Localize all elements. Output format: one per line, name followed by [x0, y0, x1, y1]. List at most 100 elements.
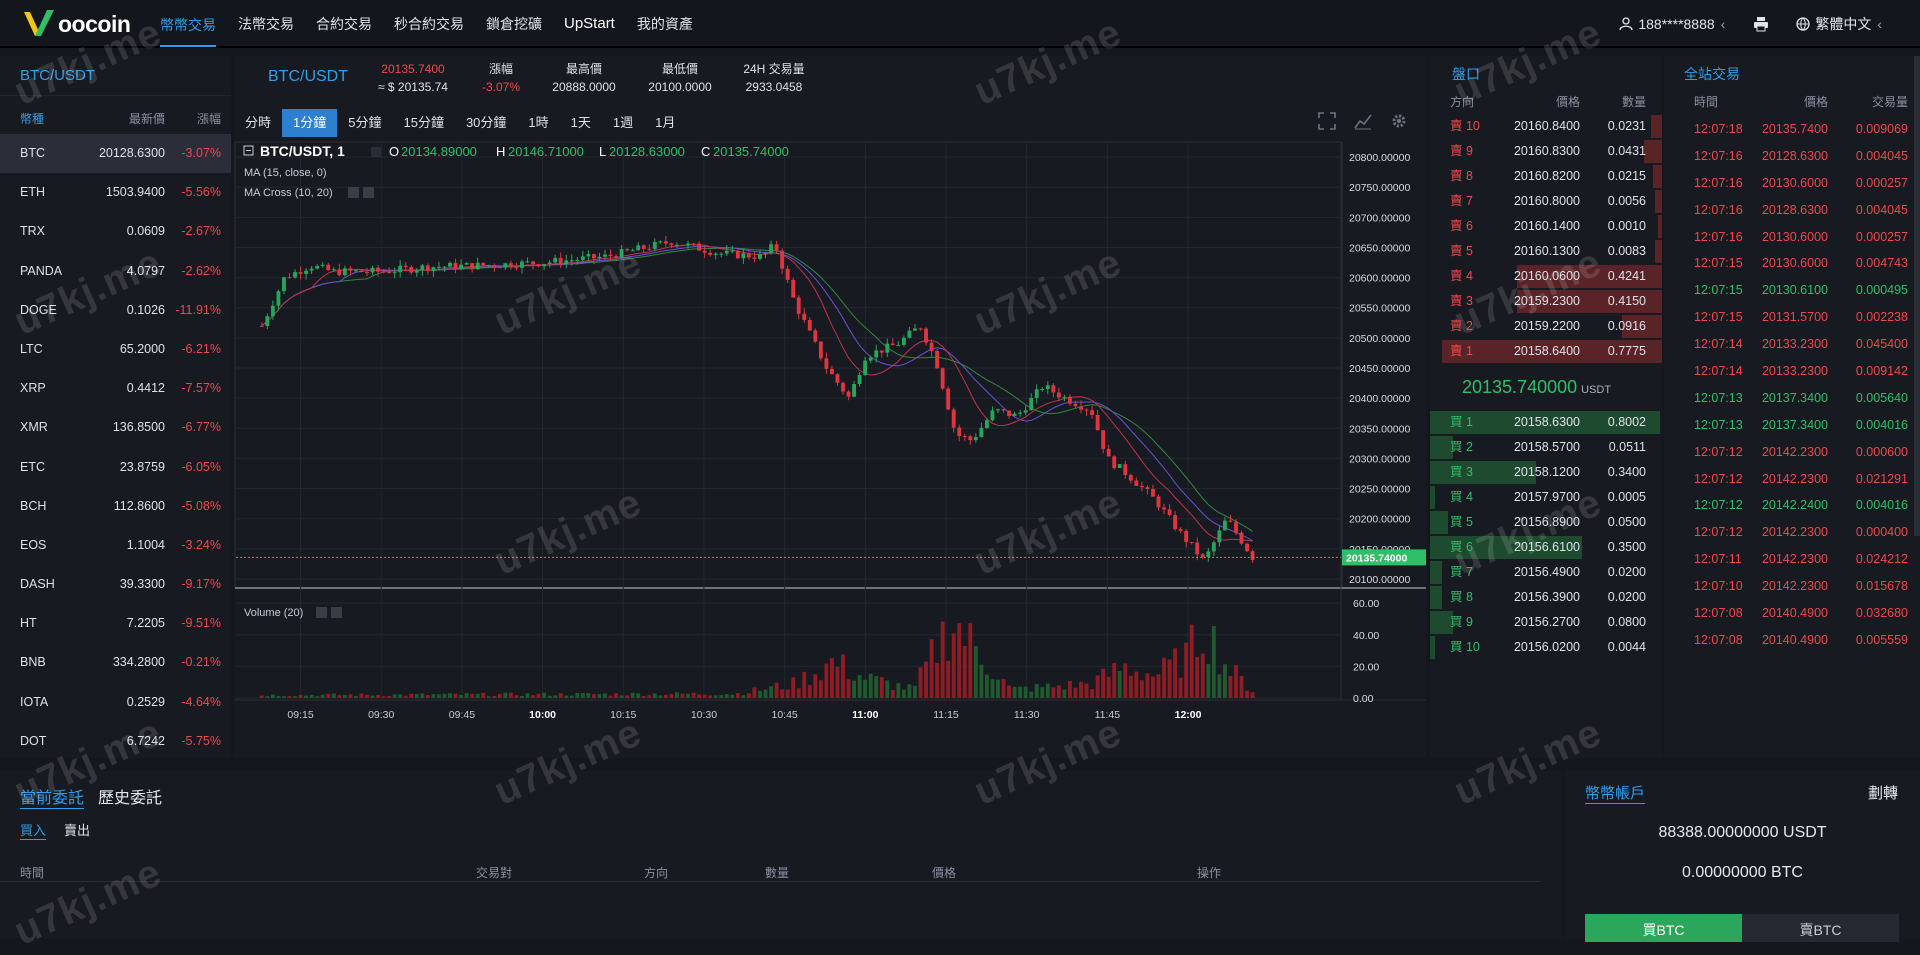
- volume-bar: [1184, 642, 1189, 698]
- order-qty: 0.0056: [1607, 194, 1646, 208]
- sell-order-row[interactable]: 賣 2 20159.2200 0.0916: [1430, 314, 1662, 339]
- nav-contract-trading[interactable]: 合約交易: [316, 16, 372, 32]
- nav-second-contract[interactable]: 秒合約交易: [394, 16, 464, 32]
- buy-order-row[interactable]: 買 3 20158.1200 0.3400: [1430, 460, 1662, 485]
- fullscreen-button[interactable]: [1318, 112, 1336, 133]
- trades-col-time: 時間: [1694, 95, 1719, 109]
- chart-settings-button[interactable]: [1390, 112, 1408, 133]
- user-menu[interactable]: 188****8888 ‹: [1619, 16, 1725, 32]
- depth-bar: [1430, 636, 1435, 659]
- volume-bar: [381, 696, 386, 698]
- tab-order-history[interactable]: 歷史委託: [98, 790, 163, 807]
- subtab-sell[interactable]: 賣出: [64, 823, 91, 838]
- volume-bar: [791, 677, 796, 698]
- subtab-buy[interactable]: 買入: [20, 820, 47, 840]
- tf-1h[interactable]: 1時: [528, 115, 549, 130]
- buy-order-row[interactable]: 買 1 20158.6300 0.8002: [1430, 410, 1662, 435]
- sell-order-row[interactable]: 賣 1 20158.6400 0.7775: [1430, 339, 1662, 364]
- buy-order-row[interactable]: 買 5 20156.8900 0.0500: [1430, 510, 1662, 535]
- orders-col-side: 方向: [644, 866, 669, 880]
- buy-order-row[interactable]: 買 9 20156.2700 0.0800: [1430, 610, 1662, 635]
- pair-price: 334.2800: [112, 655, 165, 670]
- pair-coin: DASH: [20, 577, 55, 592]
- sell-order-row[interactable]: 賣 7 20160.8000 0.0056: [1430, 189, 1662, 214]
- candle: [780, 250, 785, 269]
- pair-row[interactable]: DOGE 0.1026 -11.91%: [0, 291, 231, 330]
- nav-lock-mining[interactable]: 鎖倉挖礦: [486, 16, 542, 32]
- candle: [901, 337, 906, 345]
- pair-row[interactable]: EOS 1.1004 -3.24%: [0, 526, 231, 565]
- sell-order-row[interactable]: 賣 9 20160.8300 0.0431: [1430, 139, 1662, 164]
- buy-order-row[interactable]: 買 6 20156.6100 0.3500: [1430, 535, 1662, 560]
- pair-row[interactable]: BCH 112.8600 -5.08%: [0, 487, 231, 526]
- pair-row[interactable]: HT 7.2205 -9.51%: [0, 604, 231, 643]
- orders-subtabs: 買入 賣出: [20, 820, 108, 840]
- order-qty: 0.8002: [1607, 415, 1646, 429]
- spot-account-panel: 幣幣帳戶 劃轉 88388.00000000 USDT 0.00000000 B…: [1565, 770, 1920, 942]
- collapse-legend-icon[interactable]: [243, 145, 254, 156]
- candle: [691, 243, 696, 245]
- candle: [536, 264, 541, 267]
- candle: [752, 257, 757, 259]
- account-title[interactable]: 幣幣帳戶: [1585, 782, 1646, 804]
- tf-time[interactable]: 分時: [245, 115, 272, 130]
- time-axis-tick: 11:15: [933, 709, 959, 721]
- volume-bar: [730, 694, 735, 698]
- voocoin-logo[interactable]: oocoin: [22, 8, 131, 40]
- volume-bar: [470, 693, 475, 698]
- candle: [818, 341, 823, 359]
- candlestick-chart[interactable]: 20800.00000 20750.00000 20700.00000 20650.0…: [234, 140, 1426, 758]
- nav-spot-trading[interactable]: 幣幣交易: [160, 1, 216, 47]
- trades-scrollbar[interactable]: [1914, 56, 1920, 536]
- tf-5m[interactable]: 5分鐘: [348, 115, 382, 130]
- sell-order-row[interactable]: 賣 4 20160.0600 0.4241: [1430, 264, 1662, 289]
- buy-order-row[interactable]: 買 2 20158.5700 0.0511: [1430, 435, 1662, 460]
- pair-row[interactable]: PANDA 4.0797 -2.62%: [0, 252, 231, 291]
- tf-1d[interactable]: 1天: [570, 115, 591, 130]
- candle: [708, 252, 713, 256]
- tf-1w[interactable]: 1週: [612, 115, 634, 130]
- buy-order-row[interactable]: 買 4 20157.9700 0.0005: [1430, 485, 1662, 510]
- candle: [1145, 487, 1150, 490]
- sell-order-row[interactable]: 賣 8 20160.8200 0.0215: [1430, 164, 1662, 189]
- sell-order-row[interactable]: 賣 3 20159.2300 0.4150: [1430, 289, 1662, 314]
- candle: [951, 409, 956, 428]
- nav-upstart[interactable]: UpStart: [564, 15, 615, 32]
- sell-order-row[interactable]: 賣 6 20160.1400 0.0010: [1430, 214, 1662, 239]
- col-change[interactable]: 漲幅: [196, 112, 221, 126]
- pair-row[interactable]: LTC 65.2000 -6.21%: [0, 330, 231, 369]
- tf-1m[interactable]: 1分鐘: [282, 109, 338, 137]
- sell-order-row[interactable]: 賣 5 20160.1300 0.0083: [1430, 239, 1662, 264]
- pair-row[interactable]: TRX 0.0609 -2.67%: [0, 212, 231, 251]
- pair-row[interactable]: ETC 23.8759 -6.05%: [0, 448, 231, 487]
- pair-row[interactable]: BNB 334.2800 -0.21%: [0, 643, 231, 682]
- pair-row[interactable]: DASH 39.3300 -9.17%: [0, 565, 231, 604]
- buy-order-row[interactable]: 買 8 20156.3900 0.0200: [1430, 585, 1662, 610]
- nav-my-assets[interactable]: 我的資產: [636, 16, 693, 32]
- pair-row[interactable]: ETH 1503.9400 -5.56%: [0, 173, 231, 212]
- buy-order-row[interactable]: 買 10 20156.0200 0.0044: [1430, 635, 1662, 660]
- pair-row[interactable]: DOT 6.7242 -5.75%: [0, 722, 231, 761]
- buy-btc-button[interactable]: 買BTC: [1585, 914, 1742, 942]
- tf-15m[interactable]: 15分鐘: [403, 115, 444, 130]
- book-col-side: 方向: [1450, 95, 1475, 109]
- sell-order-row[interactable]: 賣 10 20160.8400 0.0231: [1430, 114, 1662, 139]
- col-coin[interactable]: 幣種: [20, 112, 45, 126]
- sell-btc-button[interactable]: 賣BTC: [1742, 914, 1899, 942]
- pair-row[interactable]: IOTA 0.2529 -4.64%: [0, 683, 231, 722]
- pair-row[interactable]: XMR 136.8500 -6.77%: [0, 408, 231, 447]
- transfer-button[interactable]: 劃轉: [1867, 785, 1898, 802]
- pair-row[interactable]: BTC 20128.6300 -3.07%: [0, 134, 231, 174]
- buy-order-row[interactable]: 買 7 20156.4900 0.0200: [1430, 560, 1662, 585]
- indicators-button[interactable]: [1354, 112, 1372, 133]
- tab-current-orders[interactable]: 當前委託: [20, 784, 85, 809]
- print-button[interactable]: [1753, 16, 1774, 32]
- tf-1mo[interactable]: 1月: [655, 115, 676, 130]
- col-last-price[interactable]: 最新價: [128, 112, 165, 126]
- nav-otc-trading[interactable]: 法幣交易: [238, 16, 294, 32]
- language-switch[interactable]: 繁體中文 ‹: [1796, 14, 1882, 34]
- candle: [392, 272, 397, 274]
- tf-30m[interactable]: 30分鐘: [465, 115, 507, 130]
- pair-change: -7.57%: [181, 381, 221, 396]
- pair-row[interactable]: XRP 0.4412 -7.57%: [0, 369, 231, 408]
